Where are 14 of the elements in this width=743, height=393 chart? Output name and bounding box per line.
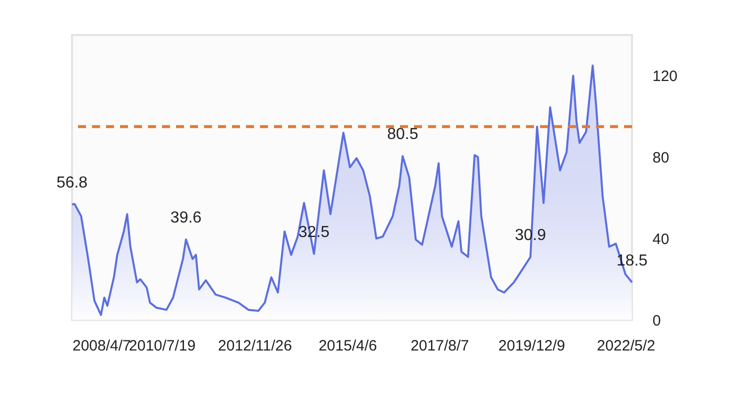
y-tick-label: 80 xyxy=(652,150,670,167)
data-label: 56.8 xyxy=(56,174,88,192)
x-tick-label: 2008/4/7 xyxy=(72,338,131,354)
y-tick-label: 40 xyxy=(652,231,670,248)
x-tick-label: 2019/12/9 xyxy=(498,338,566,354)
data-label: 39.6 xyxy=(170,209,202,226)
x-tick-label: 2010/7/19 xyxy=(128,338,196,354)
x-tick-label: 2015/4/6 xyxy=(318,338,377,354)
x-tick-label: 2012/11/26 xyxy=(218,338,292,354)
x-tick-label: 2017/8/7 xyxy=(410,338,469,354)
x-tick-label: 2022/5/2 xyxy=(596,338,656,354)
y-tick-label: 120 xyxy=(652,68,678,86)
y-tick-label: 0 xyxy=(652,312,661,330)
data-label: 80.5 xyxy=(387,126,418,144)
